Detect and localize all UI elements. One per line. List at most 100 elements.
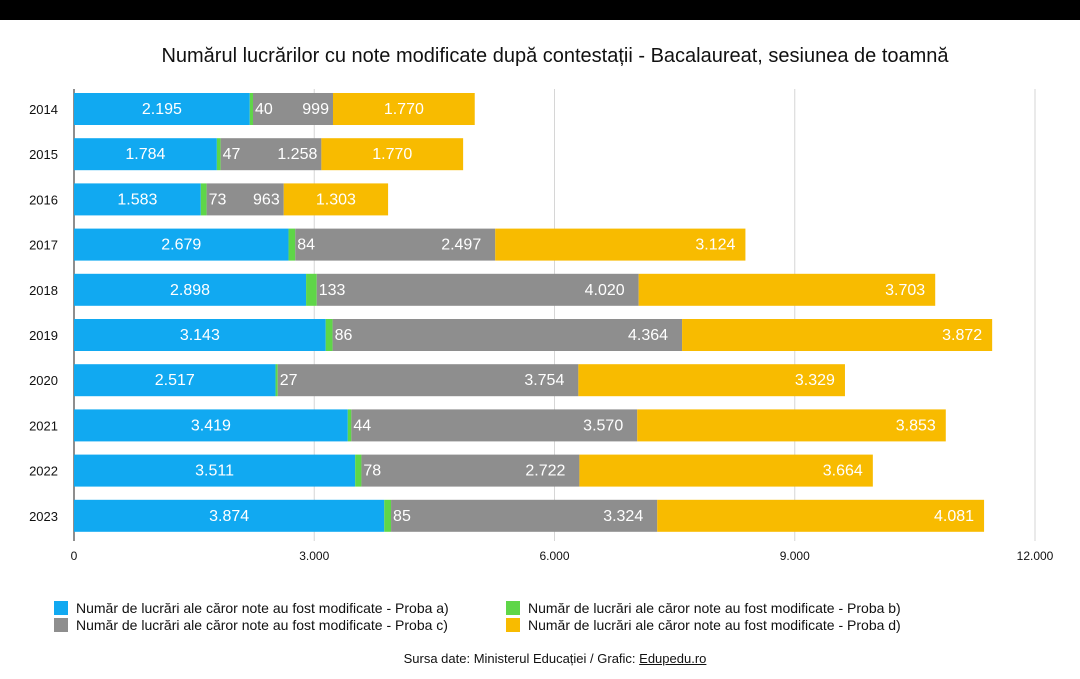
bar-segment — [306, 273, 317, 306]
source-note: Sursa date: Ministerul Educației / Grafi… — [0, 651, 1080, 666]
bar-segment — [351, 409, 638, 442]
legend-swatch-proba-b — [506, 601, 520, 615]
bar-segment — [74, 409, 348, 442]
year-label: 2017 — [29, 238, 58, 253]
data-label: 4.020 — [585, 282, 625, 299]
data-label: 27 — [280, 372, 298, 389]
data-label: 3.324 — [603, 508, 643, 525]
bar-segment — [325, 319, 333, 351]
source-link[interactable]: Edupedu.ro — [639, 651, 707, 666]
data-label: 3.874 — [209, 508, 249, 525]
data-label: 2.898 — [170, 282, 210, 299]
data-label: 3.143 — [180, 327, 220, 344]
data-label: 3.570 — [583, 417, 623, 434]
bar-segment — [200, 183, 207, 216]
data-label: 1.583 — [117, 191, 157, 208]
bar-segment — [355, 454, 362, 487]
bar-segment — [578, 364, 845, 397]
data-label: 1.303 — [316, 191, 356, 208]
bar-segment — [74, 319, 326, 351]
data-label: 1.770 — [384, 101, 424, 118]
data-label: 2.517 — [155, 372, 195, 389]
bar-segment — [74, 93, 250, 125]
data-label: 2.679 — [161, 237, 201, 254]
bar-segment — [332, 93, 475, 125]
data-label: 2.722 — [525, 463, 565, 480]
bar-segment — [74, 364, 276, 397]
year-label: 2023 — [29, 509, 58, 524]
bar-segment — [206, 183, 284, 216]
bar-segment — [74, 183, 201, 216]
bar-segment — [74, 273, 307, 306]
bar-segment — [220, 138, 322, 171]
data-label: 999 — [302, 101, 329, 118]
bar-segment — [277, 364, 579, 397]
data-label: 3.329 — [795, 372, 835, 389]
bar-segment — [275, 364, 278, 397]
data-label: 3.664 — [823, 463, 863, 480]
data-label: 3.703 — [885, 282, 925, 299]
bar-segment — [361, 454, 580, 487]
legend-item-proba-c: Număr de lucrări ale căror note au fost … — [54, 617, 448, 633]
bar-segment — [347, 409, 352, 442]
legend-label-proba-a: Număr de lucrări ale căror note au fost … — [76, 600, 449, 616]
data-label: 78 — [363, 463, 381, 480]
legend-swatch-proba-c — [54, 618, 68, 632]
data-label: 4.364 — [628, 327, 668, 344]
data-label: 963 — [253, 191, 280, 208]
year-labels: 2014 2015 2016 2017 2018 2019 2020 2021 2022 2023 — [29, 102, 58, 524]
bar-segment — [74, 228, 289, 261]
legend-swatch-proba-a — [54, 601, 68, 615]
legend-label-proba-d: Număr de lucrări ale căror note au fost … — [528, 617, 901, 633]
data-label: 84 — [297, 237, 315, 254]
bar-segment — [283, 183, 389, 216]
legend-item-proba-a: Număr de lucrări ale căror note au fost … — [54, 600, 449, 616]
data-label: 4.081 — [934, 508, 974, 525]
legend-label-proba-c: Număr de lucrări ale căror note au fost … — [76, 617, 448, 633]
top-bar — [0, 0, 1080, 20]
bar-segment — [249, 93, 253, 125]
data-label: 1.258 — [277, 146, 317, 163]
data-label: 3.124 — [695, 237, 735, 254]
x-tick-label: 9.000 — [780, 549, 810, 563]
bar-segment — [252, 93, 333, 125]
year-label: 2016 — [29, 192, 58, 207]
data-label: 1.770 — [372, 146, 412, 163]
source-text: Sursa date: Ministerul Educației / Grafi… — [403, 651, 640, 666]
legend-swatch-proba-d — [506, 618, 520, 632]
data-label: 73 — [209, 191, 227, 208]
bar-segment — [216, 138, 221, 171]
data-label: 3.872 — [942, 327, 982, 344]
bar-segment — [384, 499, 392, 532]
bar-segment — [637, 409, 946, 442]
x-tick-label: 6.000 — [539, 549, 569, 563]
bar-segment — [391, 499, 658, 532]
data-label: 133 — [319, 282, 346, 299]
x-tick-labels: 0 3.000 6.000 9.000 12.000 — [71, 549, 1054, 563]
bar-segment — [682, 319, 993, 351]
year-label: 2018 — [29, 283, 58, 298]
bar-segment — [288, 228, 296, 261]
data-label: 44 — [353, 417, 371, 434]
bars: 2.195 40 999 1.770 1.784 47 1.258 1.770 1.583 73 9… — [74, 93, 993, 532]
data-label: 2.497 — [441, 237, 481, 254]
bar-segment — [295, 228, 496, 261]
bar-segment — [579, 454, 873, 487]
legend-item-proba-b: Număr de lucrări ale căror note au fost … — [506, 600, 901, 616]
year-label: 2015 — [29, 147, 58, 162]
data-label: 3.853 — [896, 417, 936, 434]
year-label: 2014 — [29, 102, 58, 117]
year-label: 2021 — [29, 418, 58, 433]
data-label: 3.754 — [524, 372, 564, 389]
x-tick-label: 0 — [71, 549, 78, 563]
bar-segment — [316, 273, 639, 306]
bar-segment — [74, 499, 385, 532]
bar-segment — [74, 454, 356, 487]
year-label: 2020 — [29, 373, 58, 388]
bar-segment — [321, 138, 464, 171]
x-tick-label: 3.000 — [299, 549, 329, 563]
data-label: 40 — [255, 101, 273, 118]
data-label: 3.419 — [191, 417, 231, 434]
data-label: 86 — [335, 327, 353, 344]
